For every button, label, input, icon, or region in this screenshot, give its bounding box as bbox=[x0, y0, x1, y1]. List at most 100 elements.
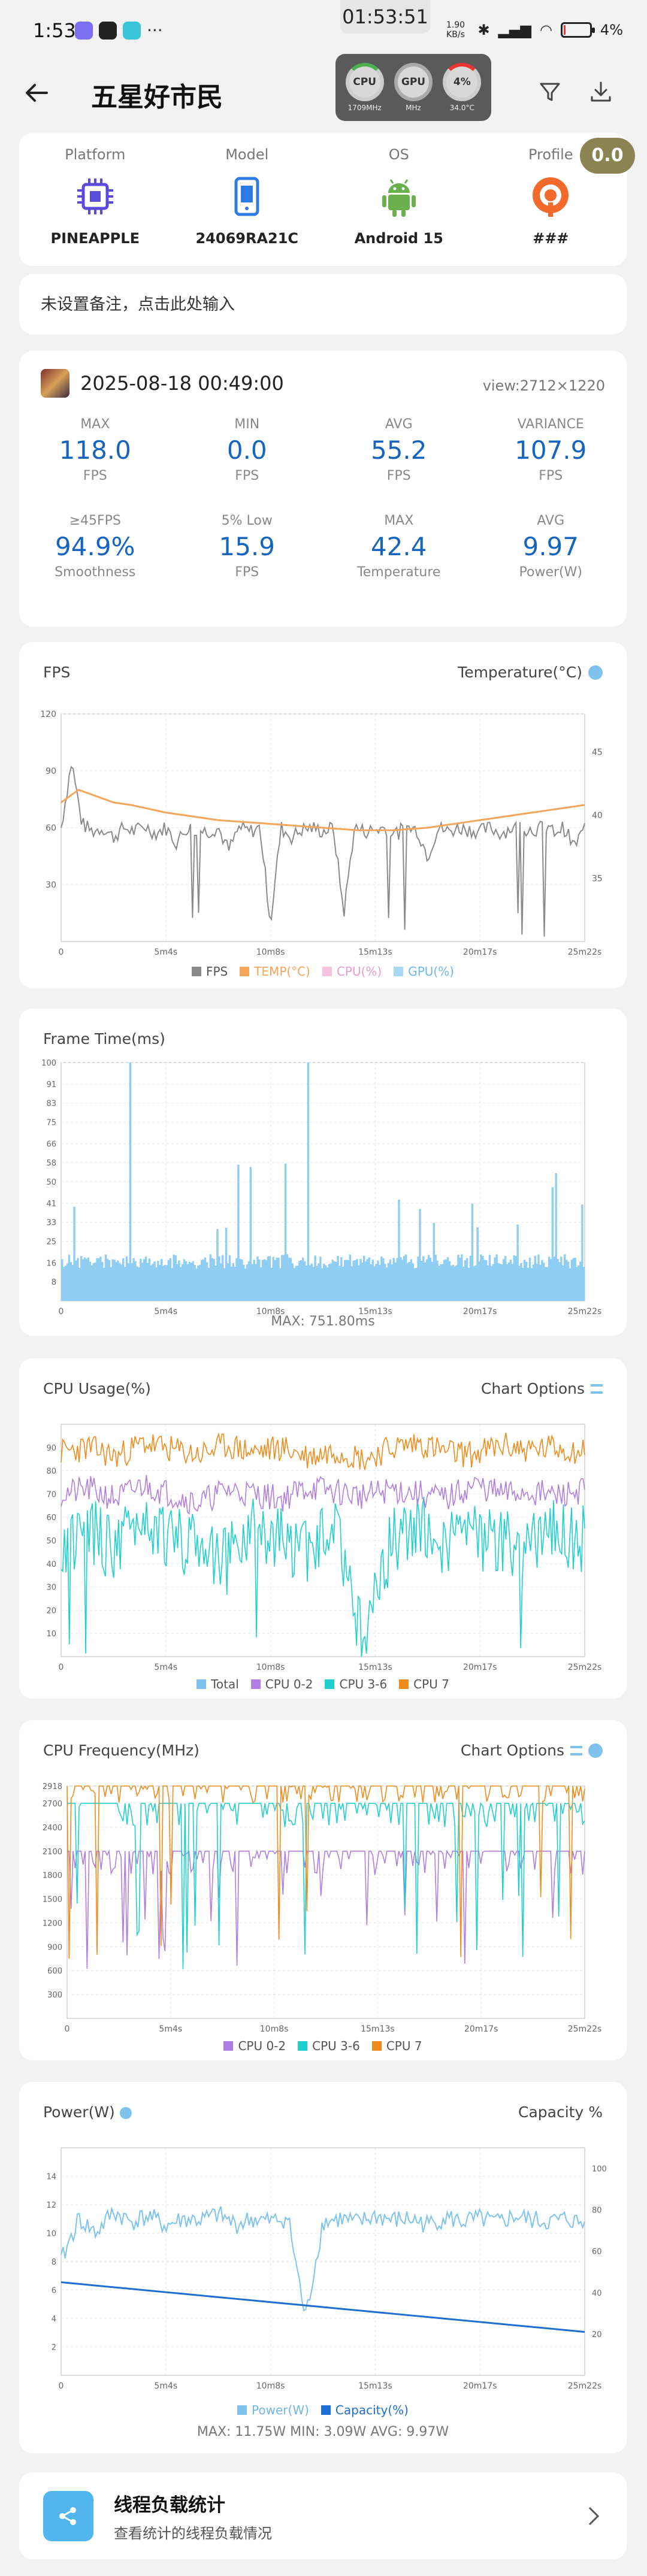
frame-bar bbox=[445, 1259, 448, 1301]
status-bar: 1:53 ··· 01:53:51 1.90 KB/s ✱ ▂▄▆ ◠ 4% bbox=[0, 0, 647, 60]
device-info-card: Platform PINEAPPLE Model 24069RA21C OS bbox=[19, 133, 627, 266]
chart-right-title: Temperature(°C) bbox=[458, 664, 582, 681]
frame-bar bbox=[284, 1163, 287, 1301]
score-badge[interactable]: 0.0 bbox=[580, 138, 635, 174]
x-tick-label: 0 bbox=[59, 948, 64, 957]
frame-bar bbox=[421, 1261, 423, 1301]
phone-icon bbox=[234, 177, 259, 216]
frame-bar bbox=[165, 1265, 168, 1301]
frame-bar bbox=[379, 1264, 381, 1301]
frame-bar bbox=[270, 1267, 273, 1301]
frame-bar bbox=[544, 1267, 547, 1301]
frame-bar bbox=[71, 1264, 74, 1301]
frame-bar bbox=[113, 1260, 116, 1301]
settings-icon[interactable] bbox=[119, 2107, 132, 2119]
x-tick-label: 0 bbox=[65, 2024, 70, 2034]
cpu-series-line bbox=[61, 1475, 585, 1515]
x-tick-label: 20m17s bbox=[463, 1663, 497, 1672]
frame-bar bbox=[452, 1264, 454, 1301]
frame-bar bbox=[230, 1266, 233, 1301]
frame-bar bbox=[567, 1261, 570, 1301]
frame-bar bbox=[249, 1167, 252, 1301]
frame-bar bbox=[467, 1268, 470, 1301]
remark-text[interactable]: 未设置备注，点击此处输入 bbox=[41, 295, 235, 314]
fps-series-line bbox=[61, 765, 585, 937]
x-tick-label: 5m4s bbox=[154, 2381, 177, 2391]
chart-options-button[interactable]: Chart Options bbox=[460, 1742, 564, 1759]
y-right-tick-label: 60 bbox=[592, 2248, 602, 2257]
legend-item: FPS bbox=[205, 964, 228, 979]
chart-options-button[interactable]: Chart Options bbox=[480, 1380, 585, 1397]
frame-bar bbox=[235, 1258, 238, 1301]
device-platform: Platform PINEAPPLE bbox=[50, 146, 140, 247]
frame-bar bbox=[488, 1255, 491, 1301]
frame-bar bbox=[110, 1267, 112, 1301]
y-tick-label: 60 bbox=[46, 1513, 56, 1522]
frame-bar bbox=[157, 1261, 159, 1301]
frame-bar bbox=[511, 1264, 514, 1301]
frame-bar bbox=[262, 1260, 264, 1301]
x-tick-label: 0 bbox=[59, 1663, 64, 1672]
stat-5-low: 5% Low 15.9 FPS bbox=[219, 513, 275, 580]
frame-bar bbox=[518, 1266, 521, 1301]
frame-bar bbox=[202, 1259, 205, 1301]
frame-bar bbox=[244, 1268, 247, 1301]
frame-bar bbox=[69, 1262, 72, 1301]
frame-bar bbox=[574, 1257, 576, 1301]
frame-bar bbox=[490, 1266, 493, 1301]
thread-load-card[interactable]: 线程负载统计 查看统计的线程负载情况 bbox=[19, 2472, 627, 2559]
filter-icon[interactable] bbox=[535, 77, 565, 107]
y-tick-label: 900 bbox=[47, 1943, 62, 1952]
frame-bar bbox=[572, 1258, 575, 1301]
chart-legend: Total CPU 0-2 CPU 3-6 CPU 7 bbox=[19, 1677, 627, 1691]
frame-bar bbox=[146, 1263, 149, 1301]
frame-bar bbox=[223, 1268, 226, 1301]
frame-bar bbox=[415, 1267, 418, 1301]
power-chart-card: Power(W) Capacity % 0 5m4s 10m8s 15m13s 20m1… bbox=[19, 2082, 627, 2453]
menu-icon[interactable] bbox=[591, 1384, 603, 1394]
frame-bar bbox=[436, 1260, 439, 1301]
menu-icon[interactable] bbox=[570, 1745, 582, 1755]
performance-overlay[interactable]: CPU 1709MHz GPU MHz 4% 34.0°C bbox=[335, 54, 491, 121]
frame-bar bbox=[483, 1260, 486, 1301]
game-avatar bbox=[41, 369, 69, 398]
session-summary-card: 2025-08-18 00:49:00 view:2712×1220 MAX 11… bbox=[19, 351, 627, 626]
cpu-usage-chart: 0 5m4s 10m8s 15m13s 20m17s 25m22s 10 20 30 40 50 60… bbox=[46, 1424, 601, 1672]
frame-bar bbox=[62, 1267, 65, 1301]
device-os: OS Android 15 bbox=[354, 146, 443, 247]
settings-icon[interactable] bbox=[588, 665, 603, 680]
download-icon[interactable] bbox=[586, 77, 616, 107]
frame-bar bbox=[358, 1265, 360, 1301]
frame-bar bbox=[78, 1267, 81, 1301]
frame-bar bbox=[104, 1254, 107, 1301]
frame-bar bbox=[197, 1265, 199, 1301]
remark-card[interactable]: 未设置备注，点击此处输入 bbox=[19, 274, 627, 334]
frame-bar bbox=[392, 1258, 395, 1301]
frame-bar bbox=[410, 1259, 413, 1301]
chart-title: Frame Time(ms) bbox=[43, 1030, 165, 1048]
frame-bar bbox=[570, 1260, 573, 1301]
frame-bar bbox=[380, 1257, 383, 1301]
y-tick-label: 16 bbox=[46, 1259, 56, 1268]
back-arrow-icon[interactable] bbox=[22, 78, 52, 108]
y-tick-label: 20 bbox=[46, 1606, 56, 1615]
cpu-frequency-chart: 0 5m4s 10m8s 15m13s 20m17s 25m22s 300 600 900 120… bbox=[43, 1782, 601, 2034]
frame-bar bbox=[288, 1257, 291, 1301]
frame-bar bbox=[525, 1261, 528, 1301]
settings-icon[interactable] bbox=[588, 1743, 603, 1758]
android-icon bbox=[382, 179, 416, 217]
frame-bar bbox=[560, 1257, 563, 1301]
frame-bar bbox=[161, 1258, 163, 1301]
frame-bar bbox=[242, 1264, 245, 1301]
frame-bar bbox=[501, 1264, 503, 1301]
frame-bar bbox=[506, 1264, 509, 1301]
y-tick-label: 10 bbox=[46, 1630, 56, 1639]
frame-bar bbox=[551, 1187, 554, 1301]
fps-chart: 0 5m4s 10m8s 15m13s 20m17s 25m22s 30 60 90 120 35 4… bbox=[40, 710, 603, 957]
chart-legend: FPS TEMP(°C) CPU(%) GPU(%) bbox=[19, 964, 627, 979]
y-tick-label: 80 bbox=[46, 1467, 56, 1476]
chevron-right-icon[interactable] bbox=[585, 2504, 603, 2528]
x-tick-label: 5m4s bbox=[154, 1307, 177, 1316]
frame-bar bbox=[427, 1255, 430, 1301]
x-tick-label: 5m4s bbox=[154, 948, 177, 957]
